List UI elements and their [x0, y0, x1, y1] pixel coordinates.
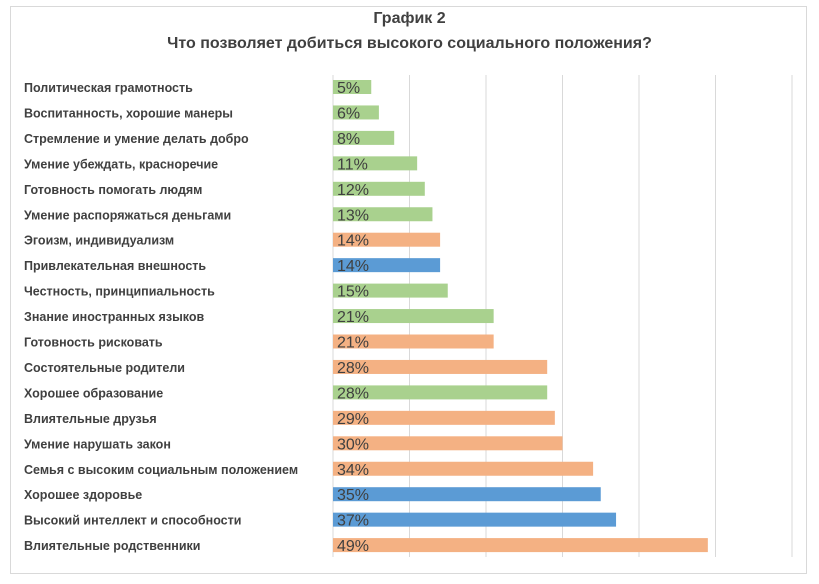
bar [333, 156, 418, 171]
chart-title: График 2 [373, 10, 446, 27]
bar [333, 385, 548, 400]
category-label: Воспитанность, хорошие манеры [24, 106, 233, 120]
data-label: 34% [337, 462, 369, 479]
category-label: Хорошее образование [24, 386, 163, 400]
category-label: Хорошее здоровье [24, 488, 142, 502]
data-label: 28% [337, 385, 369, 402]
data-label: 6% [337, 105, 360, 122]
bar [333, 309, 494, 324]
category-label: Умение распоряжаться деньгами [24, 208, 231, 222]
category-label: Эгоизм, индивидуализм [24, 234, 174, 248]
data-label: 29% [337, 411, 369, 428]
category-label: Стремление и умение делать добро [24, 132, 249, 146]
bar [333, 512, 617, 527]
data-label: 14% [337, 233, 369, 250]
bar [333, 80, 372, 94]
data-label: 37% [337, 513, 369, 530]
category-label: Состоятельные родители [24, 361, 185, 375]
data-label: 21% [337, 309, 369, 326]
category-label: Честность, принципиальность [24, 285, 215, 299]
data-label: 12% [337, 182, 369, 199]
data-label: 49% [337, 538, 369, 555]
category-label: Умение убеждать, красноречие [24, 157, 218, 171]
category-label: Семья с высоким социальным положением [24, 463, 298, 477]
category-label: Высокий интеллект и способности [24, 514, 241, 528]
category-label: Готовность помогать людям [24, 183, 202, 197]
bar [333, 461, 594, 476]
category-label: Политическая грамотность [24, 81, 193, 95]
category-label: Знание иностранных языков [24, 310, 204, 324]
data-label: 14% [337, 258, 369, 275]
bar [333, 436, 563, 451]
bar [333, 181, 425, 196]
data-label: 21% [337, 335, 369, 352]
bar [333, 105, 379, 120]
data-label: 28% [337, 360, 369, 377]
data-label: 13% [337, 207, 369, 224]
category-label: Влиятельные друзья [24, 412, 157, 426]
bar [333, 207, 433, 222]
category-label: Влиятельные родственники [24, 539, 200, 553]
category-label: Готовность рисковать [24, 336, 163, 350]
chart-subtitle: Что позволяет добиться высокого социальн… [167, 35, 652, 52]
bar [333, 258, 441, 273]
bar [333, 487, 601, 502]
category-label: Умение нарушать закон [24, 437, 171, 451]
data-label: 30% [337, 436, 369, 453]
data-label: 5% [337, 80, 360, 97]
bar [333, 359, 548, 374]
data-label: 15% [337, 284, 369, 301]
data-label: 11% [337, 156, 368, 173]
bar [333, 232, 441, 247]
bar [333, 130, 395, 145]
category-label: Привлекательная внешность [24, 259, 206, 273]
bar [333, 538, 708, 553]
bar [333, 334, 494, 349]
data-label: 35% [337, 487, 369, 504]
bar [333, 283, 448, 298]
data-label: 8% [337, 131, 360, 148]
bar [333, 410, 555, 425]
